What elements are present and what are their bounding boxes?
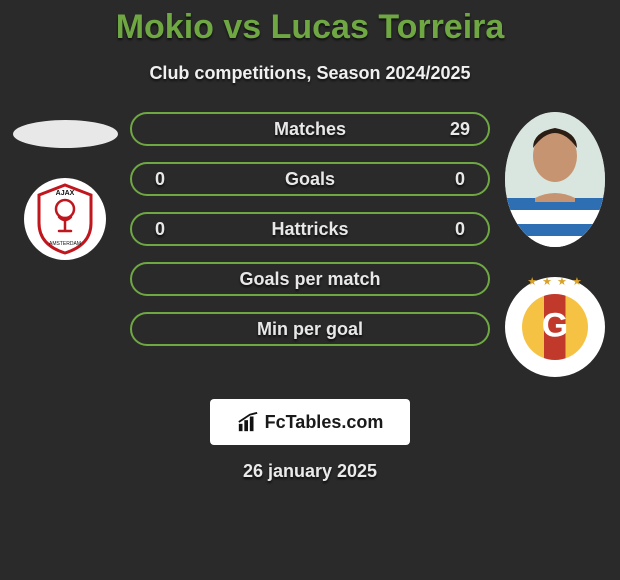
stat-left-value: 0	[148, 169, 172, 190]
stats-column: Matches 29 0 Goals 0 0 Hattricks 0 Goals…	[130, 112, 490, 346]
left-club-badge: AJAX AMSTERDAM	[24, 178, 106, 260]
stat-right-value: 0	[448, 219, 472, 240]
svg-text:AJAX: AJAX	[56, 190, 75, 197]
ajax-logo-icon: AJAX AMSTERDAM	[35, 183, 95, 255]
svg-text:AMSTERDAM: AMSTERDAM	[49, 241, 81, 247]
stat-right-value: 0	[448, 169, 472, 190]
player-photo-icon	[505, 112, 605, 247]
stat-left-value: 0	[148, 219, 172, 240]
stat-row-hattricks: 0 Hattricks 0	[130, 212, 490, 246]
fctables-icon	[237, 411, 259, 433]
stat-row-min-per-goal: Min per goal	[130, 312, 490, 346]
right-player-avatar	[505, 112, 605, 247]
galatasaray-logo-icon	[522, 294, 588, 360]
stars-icon: ★ ★ ★ ★	[527, 275, 583, 288]
right-player-column: ★ ★ ★ ★	[500, 112, 610, 377]
stat-label: Matches	[172, 119, 448, 140]
comparison-row: AJAX AMSTERDAM Matches 29 0 Goals 0 0 Ha…	[0, 112, 620, 377]
subtitle: Club competitions, Season 2024/2025	[0, 63, 620, 84]
right-club-badge: ★ ★ ★ ★	[505, 277, 605, 377]
stat-right-value: 29	[448, 119, 472, 140]
stat-label: Goals	[172, 169, 448, 190]
stat-label: Hattricks	[172, 219, 448, 240]
stat-label: Goals per match	[172, 269, 448, 290]
brand-box: FcTables.com	[210, 399, 410, 445]
left-player-avatar	[13, 120, 118, 148]
page-title: Mokio vs Lucas Torreira	[0, 0, 620, 47]
brand-name: FcTables.com	[265, 412, 384, 433]
date-line: 26 january 2025	[0, 461, 620, 482]
stat-row-goals: 0 Goals 0	[130, 162, 490, 196]
left-player-column: AJAX AMSTERDAM	[10, 112, 120, 260]
stat-row-goals-per-match: Goals per match	[130, 262, 490, 296]
stat-label: Min per goal	[172, 319, 448, 340]
stat-row-matches: Matches 29	[130, 112, 490, 146]
